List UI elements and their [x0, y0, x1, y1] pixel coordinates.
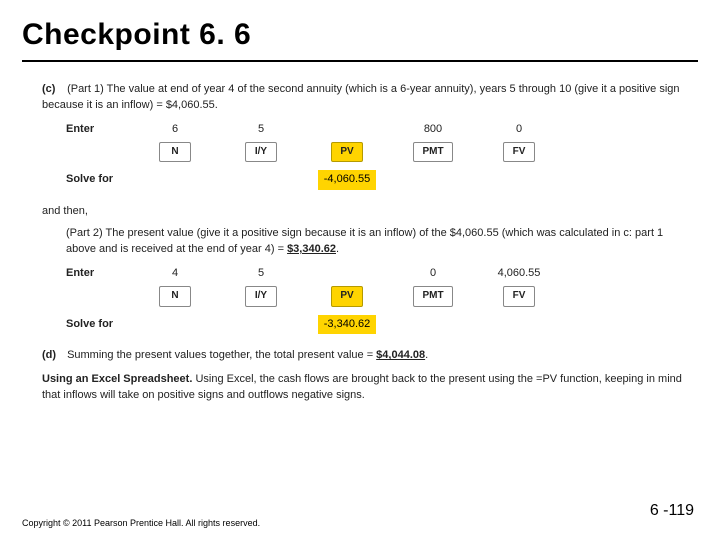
btn2-fv: FV	[503, 286, 535, 307]
slide-title: Checkpoint 6. 6	[22, 18, 251, 52]
solve-row-1: Solve for -4,060.55	[42, 170, 682, 190]
btn2-n: N	[159, 286, 191, 307]
section-c-part2-tail: .	[336, 243, 339, 255]
enter1-n: 6	[134, 122, 216, 138]
copyright-text: Copyright © 2011 Pearson Prentice Hall. …	[22, 518, 260, 528]
section-c-label: (c)	[42, 82, 64, 98]
enter1-pmt: 800	[392, 122, 474, 138]
enter1-fv: 0	[478, 122, 560, 138]
section-d-text: Summing the present values together, the…	[67, 349, 376, 361]
solve-label-2: Solve for	[66, 317, 130, 333]
enter2-n: 4	[134, 266, 216, 282]
excel-paragraph: Using an Excel Spreadsheet. Using Excel,…	[42, 372, 682, 404]
section-d: (d) Summing the present values together,…	[42, 348, 682, 364]
btn2-pmt: PMT	[413, 286, 452, 307]
section-c-part2-value: $3,340.62	[287, 243, 336, 255]
section-d-tail: .	[425, 349, 428, 361]
section-c-part1: (c) (Part 1) The value at end of year 4 …	[42, 82, 682, 114]
excel-label: Using an Excel Spreadsheet.	[42, 373, 192, 385]
enter2-fv: 4,060.55	[478, 266, 560, 282]
section-c-part2-text: (Part 2) The present value (give it a po…	[66, 227, 663, 255]
button-row-2: N I/Y PV PMT FV	[42, 286, 682, 307]
solve-label-1: Solve for	[66, 172, 130, 188]
section-c-part1-text: (Part 1) The value at end of year 4 of t…	[42, 83, 680, 111]
btn2-iy: I/Y	[245, 286, 277, 307]
solve1-cell: -4,060.55	[306, 170, 388, 190]
button-row-1: N I/Y PV PMT FV	[42, 142, 682, 163]
btn-iy: I/Y	[245, 142, 277, 163]
btn-pv: PV	[331, 142, 363, 163]
btn-n: N	[159, 142, 191, 163]
btn2-pv: PV	[331, 286, 363, 307]
btn-fv: FV	[503, 142, 535, 163]
and-then-text: and then,	[42, 204, 682, 220]
title-underline	[22, 60, 698, 62]
solve-row-2: Solve for -3,340.62	[42, 315, 682, 335]
solve2-value: -3,340.62	[318, 315, 376, 335]
content-area: (c) (Part 1) The value at end of year 4 …	[42, 82, 682, 410]
enter1-iy: 5	[220, 122, 302, 138]
slide: Checkpoint 6. 6 (c) (Part 1) The value a…	[0, 0, 720, 540]
section-c-part2: (Part 2) The present value (give it a po…	[42, 226, 682, 258]
page-number: 6 -119	[650, 502, 694, 520]
section-d-label: (d)	[42, 348, 64, 364]
enter2-iy: 5	[220, 266, 302, 282]
enter2-pmt: 0	[392, 266, 474, 282]
enter-label-2: Enter	[66, 266, 130, 282]
enter-row-2: Enter 4 5 0 4,060.55	[42, 266, 682, 282]
section-d-value: $4,044.08	[376, 349, 425, 361]
btn-pmt: PMT	[413, 142, 452, 163]
enter-row-1: Enter 6 5 800 0	[42, 122, 682, 138]
enter-label: Enter	[66, 122, 130, 138]
solve2-cell: -3,340.62	[306, 315, 388, 335]
solve1-value: -4,060.55	[318, 170, 376, 190]
